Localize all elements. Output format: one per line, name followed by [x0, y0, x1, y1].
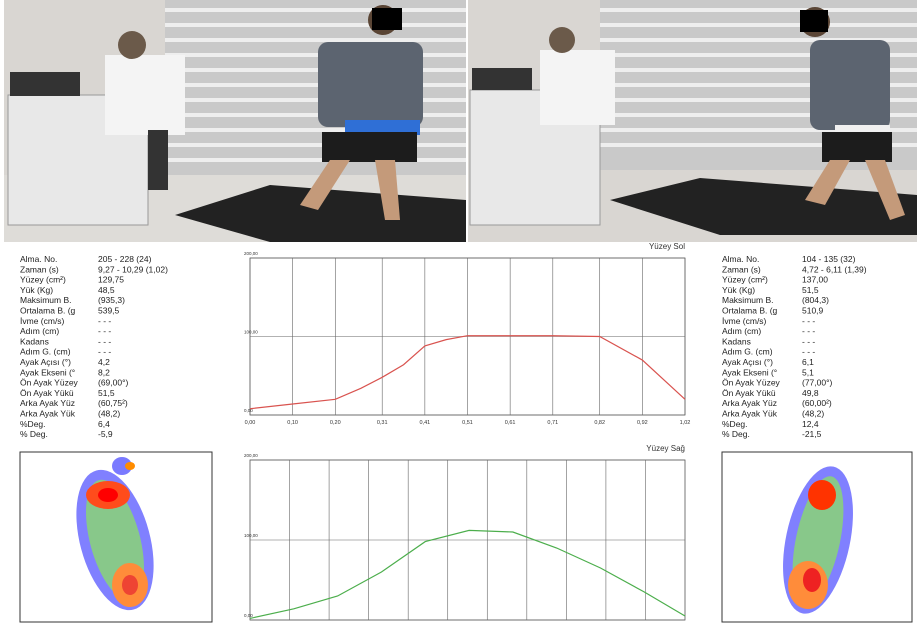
- stat-label: Ön Ayak Yüzey: [20, 378, 79, 388]
- stat-label: Yüzey (cm²): [722, 275, 768, 285]
- stat-label: Ayak Ekseni (°: [722, 367, 777, 377]
- x-tick-label: 0,41: [419, 420, 430, 426]
- stat-label: Adım (cm): [722, 326, 761, 336]
- y-tick-label: 100,00: [244, 330, 258, 335]
- x-tick-label: 0,10: [287, 420, 298, 426]
- stat-label: Alma. No.: [722, 254, 759, 264]
- stat-label: Zaman (s): [20, 264, 59, 274]
- stat-label: Kadans: [20, 336, 49, 346]
- stat-value: - - -: [802, 336, 815, 346]
- x-tick-label: 1,02: [680, 420, 691, 426]
- foot-map-left: [20, 452, 212, 622]
- stat-value: - - -: [802, 316, 815, 326]
- stat-value: - - -: [98, 336, 111, 346]
- stat-label: İvme (cm/s): [722, 316, 767, 326]
- stat-value: - - -: [98, 347, 111, 357]
- stat-label: İvme (cm/s): [20, 316, 65, 326]
- stat-value: 51,5: [802, 285, 819, 295]
- stat-value: -21,5: [802, 429, 822, 439]
- figure: Alma. No. 205 - 228 (24) Zaman (s) 9,27 - 1…: [0, 0, 917, 625]
- stat-label: Adım (cm): [20, 326, 59, 336]
- stat-value: - - -: [98, 326, 111, 336]
- x-tick-label: 0,61: [505, 420, 516, 426]
- stat-label: Ortalama B. (g: [722, 306, 778, 316]
- stat-value: (60,75²): [98, 398, 128, 408]
- stat-value: 6,1: [802, 357, 814, 367]
- stat-label: Arka Ayak Yük: [722, 409, 778, 419]
- stat-label: Ön Ayak Yükü: [20, 388, 74, 398]
- stat-value: 205 - 228 (24): [98, 254, 152, 264]
- stat-value: (60,00²): [802, 398, 832, 408]
- stat-value: (804,3): [802, 295, 829, 305]
- stat-label: % Deg.: [722, 429, 750, 439]
- stat-label: Ortalama B. (g: [20, 306, 76, 316]
- stat-label: Zaman (s): [722, 264, 761, 274]
- stat-label: Ön Ayak Yüzey: [722, 378, 781, 388]
- stat-label: Maksimum B.: [20, 295, 71, 305]
- stat-label: Ayak Açısı (°): [722, 357, 773, 367]
- stat-label: Arka Ayak Yüz: [722, 398, 777, 408]
- stat-value: - - -: [802, 326, 815, 336]
- stat-value: 12,4: [802, 419, 819, 429]
- stat-value: (48,2): [802, 409, 824, 419]
- y-tick-label: 100,00: [244, 533, 258, 538]
- x-tick-label: 0,20: [330, 420, 341, 426]
- stat-label: Maksimum B.: [722, 295, 773, 305]
- stat-value: (48,2): [98, 409, 120, 419]
- chart-title: Yüzey Sağ: [646, 444, 685, 453]
- stat-value: 49,8: [802, 388, 819, 398]
- x-tick-label: 0,00: [245, 420, 256, 426]
- stat-value: -5,9: [98, 429, 113, 439]
- stat-value: 539,5: [98, 306, 120, 316]
- photo-right: [468, 0, 917, 242]
- x-tick-label: 0,82: [594, 420, 605, 426]
- foot-map-right: [722, 452, 912, 622]
- x-tick-label: 0,51: [462, 420, 473, 426]
- stat-value: - - -: [98, 316, 111, 326]
- stat-label: Adım G. (cm): [20, 347, 71, 357]
- y-tick-label: 200,00: [244, 251, 258, 256]
- stat-value: 6,4: [98, 419, 110, 429]
- stat-label: %Deg.: [722, 419, 748, 429]
- stat-value: 4,2: [98, 357, 110, 367]
- stat-value: 48,5: [98, 285, 115, 295]
- stat-label: Arka Ayak Yük: [20, 409, 76, 419]
- y-tick-label: 200,00: [244, 453, 258, 458]
- stat-value: (69,00°): [98, 378, 129, 388]
- stat-label: Ayak Ekseni (°: [20, 367, 75, 377]
- stat-label: Kadans: [722, 336, 751, 346]
- stat-value: 4,72 - 6,11 (1,39): [802, 264, 867, 274]
- stat-label: Ayak Açısı (°): [20, 357, 71, 367]
- stat-label: % Deg.: [20, 429, 48, 439]
- x-tick-label: 0,71: [547, 420, 558, 426]
- stat-label: Ön Ayak Yükü: [722, 388, 776, 398]
- stat-label: Arka Ayak Yüz: [20, 398, 75, 408]
- photo-left: [4, 0, 466, 242]
- stat-label: Alma. No.: [20, 254, 57, 264]
- stat-label: Adım G. (cm): [722, 347, 773, 357]
- stat-value: 129,75: [98, 275, 124, 285]
- chart-title: Yüzey Sol: [649, 242, 685, 251]
- canvas: Alma. No. 205 - 228 (24) Zaman (s) 9,27 - 1…: [0, 0, 917, 625]
- stat-value: 8,2: [98, 367, 110, 377]
- stat-value: 51,5: [98, 388, 115, 398]
- x-tick-label: 0,31: [377, 420, 388, 426]
- stat-label: Yüzey (cm²): [20, 275, 66, 285]
- stat-value: - - -: [802, 347, 815, 357]
- stat-value: 137,00: [802, 275, 828, 285]
- stat-value: 104 - 135 (32): [802, 254, 856, 264]
- stat-label: %Deg.: [20, 419, 46, 429]
- stat-label: Yük (Kg): [722, 285, 755, 295]
- stat-value: 510,9: [802, 306, 824, 316]
- x-tick-label: 0,92: [637, 420, 648, 426]
- stat-value: (77,00°): [802, 378, 833, 388]
- stat-value: (935,3): [98, 295, 125, 305]
- y-tick-label: 0,00: [244, 613, 253, 618]
- stat-label: Yük (Kg): [20, 285, 53, 295]
- stat-value: 9,27 - 10,29 (1,02): [98, 264, 168, 274]
- stat-value: 5,1: [802, 367, 814, 377]
